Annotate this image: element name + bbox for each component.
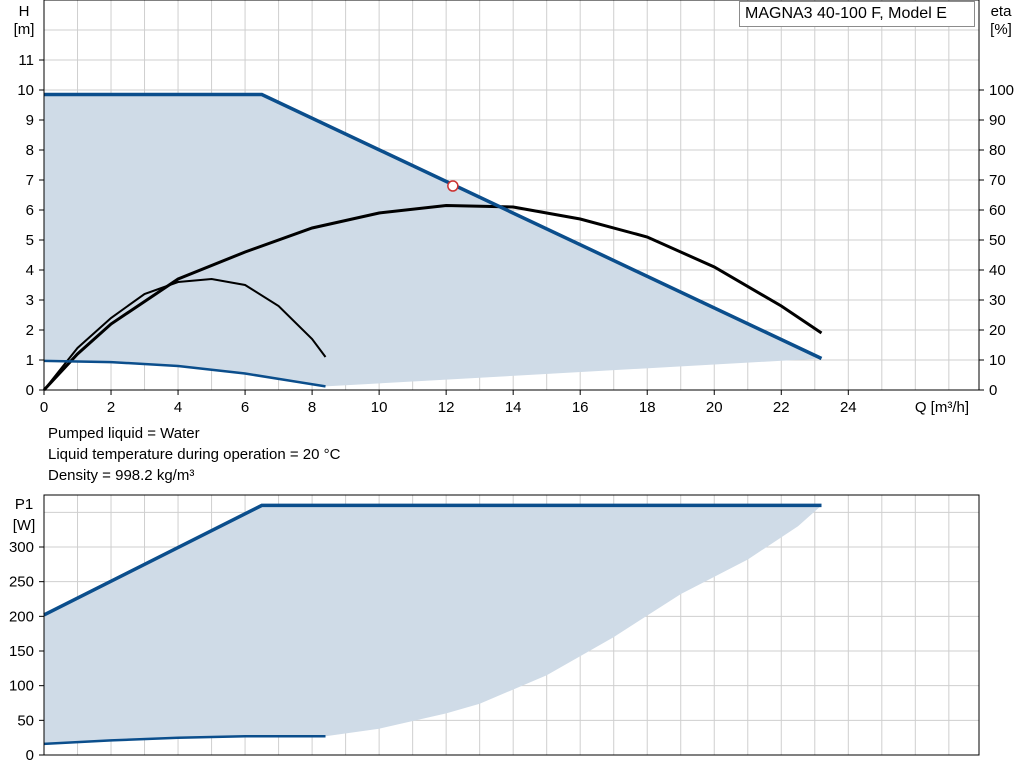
y-tick-label: 11 xyxy=(18,52,34,69)
chart-0-group xyxy=(39,0,984,395)
operating-area-fill xyxy=(44,94,822,387)
note-density: Density = 998.2 kg/m³ xyxy=(48,467,195,484)
x-tick-label: 12 xyxy=(438,399,455,416)
x-tick-label: 16 xyxy=(572,399,589,416)
x-tick-label: 8 xyxy=(308,399,316,416)
y-axis-unit: [m] xyxy=(14,21,35,38)
y2-tick-label: 30 xyxy=(989,292,1006,309)
plot-frame xyxy=(43,0,980,391)
y-axis-label: P1 xyxy=(15,496,33,513)
y2-tick-label: 100 xyxy=(989,82,1014,99)
efficiency-curve-max xyxy=(42,203,823,392)
y-tick-label: 0 xyxy=(26,382,34,399)
x-tick-label: 22 xyxy=(773,399,790,416)
x-tick-label: 24 xyxy=(840,399,857,416)
y2-tick-label: 10 xyxy=(989,352,1006,369)
y-tick-label: 0 xyxy=(26,747,34,764)
y-tick-label: 100 xyxy=(9,678,34,695)
y2-tick-label: 80 xyxy=(989,142,1006,159)
operating-area-fill xyxy=(44,505,822,744)
y-tick-label: 50 xyxy=(17,712,34,729)
y-tick-label: 4 xyxy=(26,262,34,279)
max-head-curve xyxy=(44,92,823,361)
y-tick-label: 150 xyxy=(9,643,34,660)
note-liquid-temperature: Liquid temperature during operation = 20… xyxy=(48,446,341,463)
y-tick-label: 200 xyxy=(9,608,34,625)
y-tick-label: 3 xyxy=(26,292,34,309)
y-tick-label: 250 xyxy=(9,574,34,591)
x-tick-label: 0 xyxy=(40,399,48,416)
y2-tick-label: 90 xyxy=(989,112,1006,129)
x-tick-label: 6 xyxy=(241,399,249,416)
y-tick-label: 8 xyxy=(26,142,34,159)
max-power-curve xyxy=(43,503,822,617)
y2-tick-label: 0 xyxy=(989,382,997,399)
chart-1-group xyxy=(39,494,980,756)
plot-frame xyxy=(43,494,980,756)
y-tick-label: 5 xyxy=(26,232,34,249)
y2-tick-label: 60 xyxy=(989,202,1006,219)
y2-tick-label: 50 xyxy=(989,232,1006,249)
x-tick-label: 10 xyxy=(371,399,388,416)
y-tick-label: 1 xyxy=(26,352,34,369)
efficiency-curve-min xyxy=(43,277,327,391)
y-axis-unit: [W] xyxy=(13,517,36,534)
y-tick-label: 300 xyxy=(9,539,34,556)
x-tick-label: 18 xyxy=(639,399,656,416)
duty-point-marker xyxy=(447,180,459,192)
y2-axis-label: eta xyxy=(991,3,1013,20)
y2-tick-label: 40 xyxy=(989,262,1006,279)
y2-axis-unit: [%] xyxy=(990,21,1012,38)
y-tick-label: 10 xyxy=(17,82,34,99)
x-tick-label: 20 xyxy=(706,399,723,416)
x-axis-label: Q [m³/h] xyxy=(915,399,969,416)
y-tick-label: 7 xyxy=(26,172,34,189)
y-tick-label: 6 xyxy=(26,202,34,219)
min-head-curve xyxy=(43,359,326,388)
x-tick-label: 4 xyxy=(174,399,182,416)
y2-tick-label: 70 xyxy=(989,172,1006,189)
chart-title: MAGNA3 40-100 F, Model E xyxy=(745,5,947,22)
note-pumped-liquid: Pumped liquid = Water xyxy=(48,425,200,442)
y2-tick-label: 20 xyxy=(989,322,1006,339)
y-tick-label: 9 xyxy=(26,112,34,129)
x-tick-label: 2 xyxy=(107,399,115,416)
min-power-curve xyxy=(43,735,326,746)
chart-title-box: MAGNA3 40-100 F, Model E xyxy=(739,1,975,27)
y-axis-label: H xyxy=(19,3,30,20)
y-tick-label: 2 xyxy=(26,322,34,339)
x-tick-label: 14 xyxy=(505,399,522,416)
